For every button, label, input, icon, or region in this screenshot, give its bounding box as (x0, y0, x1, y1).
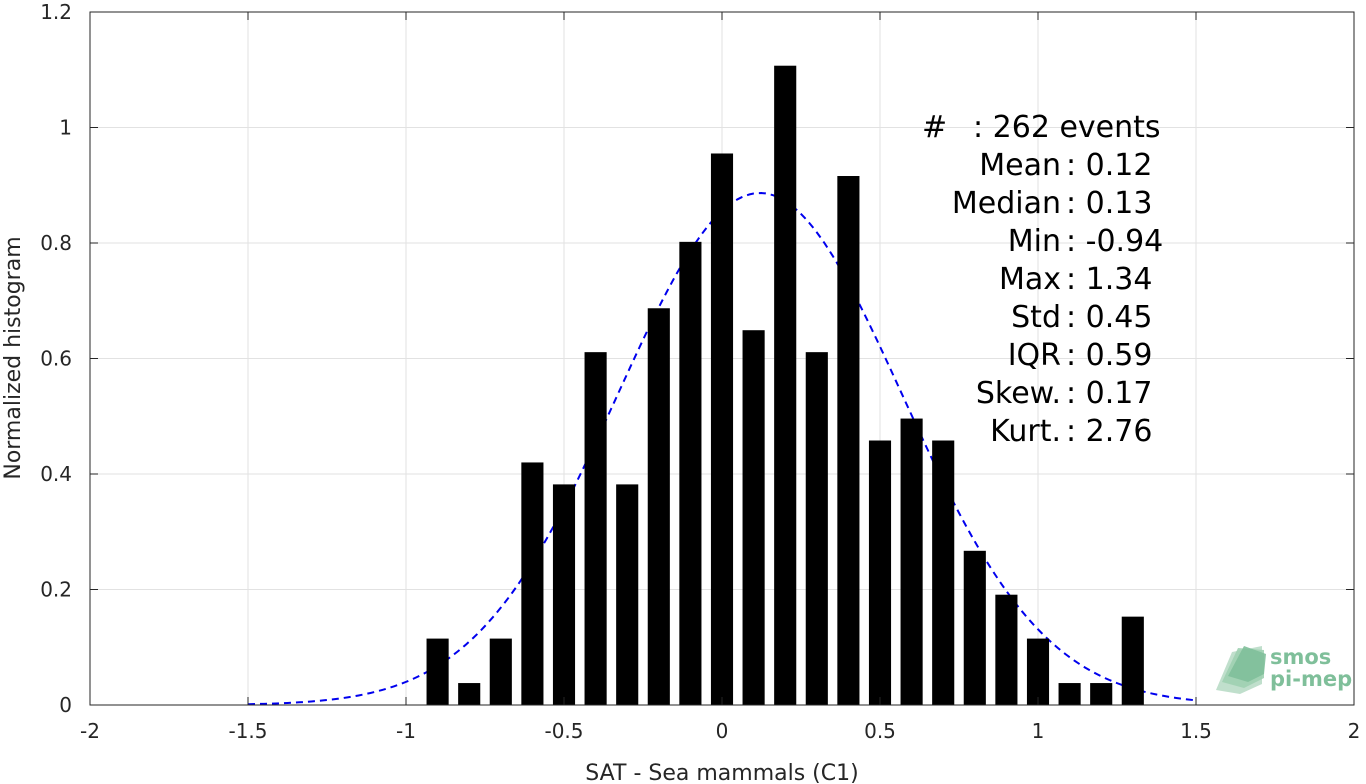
y-tick-label: 1.2 (40, 0, 72, 24)
stat-label: Skew. (976, 376, 1061, 411)
y-tick-label: 0.8 (40, 231, 72, 255)
stat-label: IQR (1008, 338, 1061, 373)
histogram-bar (1121, 616, 1144, 705)
x-tick-label: -1 (396, 719, 416, 743)
histogram-bar (521, 462, 544, 705)
histogram-bar (647, 308, 670, 705)
histogram-bar (742, 330, 765, 705)
histogram-bar (995, 594, 1018, 705)
histogram-bar (774, 65, 797, 705)
histogram-bar (868, 440, 892, 705)
x-tick-labels: -2 -1.5 -1 -0.5 0 0.5 1 1.5 2 (80, 719, 1360, 743)
stat-row: Skew.: 0.17 (976, 376, 1153, 411)
y-tick-labels: 0 0.2 0.4 0.6 0.8 1 1.2 (40, 0, 72, 717)
stat-row: Min: -0.94 (1008, 224, 1164, 259)
stat-value: : 0.17 (1066, 376, 1152, 411)
histogram-bar (1026, 638, 1050, 705)
stat-label: # (922, 110, 947, 145)
histogram-bar (584, 352, 607, 705)
plot-frame (89, 11, 1355, 706)
x-tick-label: -2 (80, 719, 100, 743)
y-axis-label: Normalized histogram (1, 236, 26, 479)
stat-label: Std (1011, 300, 1061, 335)
y-tick-label: 0.2 (40, 578, 72, 602)
histogram-bar (900, 418, 923, 705)
histogram-bar (552, 484, 576, 705)
stat-row: Max: 1.34 (999, 262, 1152, 297)
stat-value: : -0.94 (1066, 224, 1163, 259)
logo-text-line1: smos (1270, 645, 1331, 669)
x-tick-label: -0.5 (544, 719, 583, 743)
stat-row: Std: 0.45 (1011, 300, 1152, 335)
smos-pi-mep-logo: smos pi-mep (1216, 645, 1352, 694)
histogram-bar (1090, 683, 1113, 705)
stat-value: : 0.13 (1066, 186, 1152, 221)
stat-value: : 0.59 (1066, 338, 1152, 373)
x-tick-label: -1.5 (228, 719, 267, 743)
stat-value: : 2.76 (1066, 414, 1152, 449)
histogram-bars (426, 65, 1144, 706)
x-axis-label: SAT - Sea mammals (C1) (585, 761, 858, 784)
histogram-bar (710, 153, 734, 706)
stat-value: : 262 events (973, 110, 1161, 145)
stat-row: # : 262 events (922, 110, 1161, 145)
histogram-bar (837, 176, 860, 705)
stat-value: : 0.45 (1066, 300, 1152, 335)
stat-row: Median: 0.13 (952, 186, 1153, 221)
histogram-bar (679, 241, 702, 705)
histogram-bar (932, 440, 955, 705)
stat-value: : 0.12 (1066, 148, 1152, 183)
x-tick-label: 1 (1032, 719, 1045, 743)
x-tick-label: 0 (716, 719, 729, 743)
stat-value: : 1.34 (1066, 262, 1152, 297)
stat-row: Kurt.: 2.76 (990, 414, 1152, 449)
histogram-bar (426, 638, 449, 705)
logo-text-line2: pi-mep (1270, 667, 1352, 691)
y-tick-label: 0.6 (40, 347, 72, 371)
y-tick-label: 0 (59, 693, 72, 717)
histogram-bar (963, 550, 986, 705)
x-tick-label: 1.5 (1180, 719, 1212, 743)
histogram-bar (805, 352, 828, 705)
stat-row: IQR: 0.59 (1008, 338, 1153, 373)
histogram-bar (616, 484, 639, 705)
stat-label: Kurt. (990, 414, 1061, 449)
stat-label: Min (1008, 224, 1061, 259)
stat-label: Median (952, 186, 1061, 221)
y-tick-label: 0.4 (40, 462, 72, 486)
histogram-bar (489, 638, 512, 705)
histogram-bar (1058, 683, 1081, 705)
stat-label: Max (999, 262, 1061, 297)
axes (89, 11, 1355, 706)
histogram-bar (458, 683, 481, 705)
stat-label: Mean (979, 148, 1061, 183)
logo-mark-icon (1216, 646, 1266, 694)
x-tick-label: 2 (1348, 719, 1361, 743)
x-tick-label: 0.5 (864, 719, 896, 743)
y-tick-label: 1 (59, 116, 72, 140)
stat-row: Mean: 0.12 (979, 148, 1152, 183)
